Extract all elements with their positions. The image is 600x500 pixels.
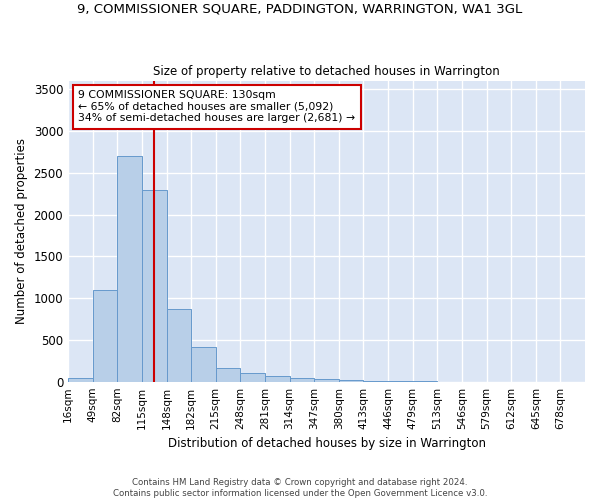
Bar xyxy=(290,378,314,382)
Bar xyxy=(117,156,142,382)
Text: Contains HM Land Registry data © Crown copyright and database right 2024.
Contai: Contains HM Land Registry data © Crown c… xyxy=(113,478,487,498)
Bar xyxy=(68,378,92,382)
Bar xyxy=(265,376,290,382)
Bar xyxy=(339,380,364,382)
X-axis label: Distribution of detached houses by size in Warrington: Distribution of detached houses by size … xyxy=(167,437,485,450)
Bar xyxy=(364,381,388,382)
Bar xyxy=(241,374,265,382)
Title: Size of property relative to detached houses in Warrington: Size of property relative to detached ho… xyxy=(153,66,500,78)
Y-axis label: Number of detached properties: Number of detached properties xyxy=(15,138,28,324)
Bar xyxy=(314,379,339,382)
Bar xyxy=(191,346,216,382)
Text: 9, COMMISSIONER SQUARE, PADDINGTON, WARRINGTON, WA1 3GL: 9, COMMISSIONER SQUARE, PADDINGTON, WARR… xyxy=(77,2,523,16)
Bar xyxy=(142,190,167,382)
Bar xyxy=(167,309,191,382)
Bar xyxy=(92,290,117,382)
Text: 9 COMMISSIONER SQUARE: 130sqm
← 65% of detached houses are smaller (5,092)
34% o: 9 COMMISSIONER SQUARE: 130sqm ← 65% of d… xyxy=(79,90,356,124)
Bar xyxy=(216,368,241,382)
